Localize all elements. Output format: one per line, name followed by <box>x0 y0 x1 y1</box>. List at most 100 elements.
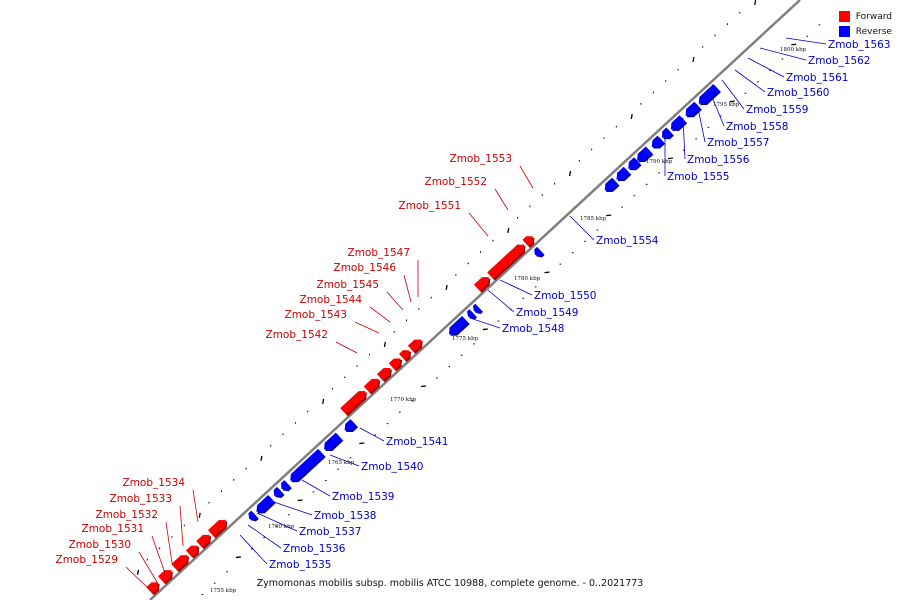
reverse-gene-label[interactable]: Zmob_1549 <box>516 307 578 319</box>
forward-gene-label[interactable]: Zmob_1553 <box>450 153 512 165</box>
reverse-gene-arrow[interactable] <box>448 316 469 335</box>
reverse-gene-arrow[interactable] <box>248 510 258 520</box>
reverse-gene-label[interactable]: Zmob_1559 <box>746 104 808 116</box>
reverse-swatch <box>838 26 850 37</box>
forward-gene-label[interactable]: Zmob_1534 <box>123 477 186 489</box>
forward-gene-arrow[interactable] <box>363 378 379 393</box>
major-tick <box>507 227 510 234</box>
forward-gene-label[interactable]: Zmob_1544 <box>300 294 363 306</box>
reverse-gene-arrow[interactable] <box>685 101 701 116</box>
forward-gene-label[interactable]: Zmob_1542 <box>266 329 328 341</box>
reverse-gene-arrow[interactable] <box>628 157 641 169</box>
reverse-gene-arrow[interactable] <box>256 495 275 512</box>
reverse-gene-arrow[interactable] <box>344 419 357 431</box>
reverse-gene-label[interactable]: Zmob_1548 <box>502 323 564 335</box>
kbp-tick-label: 1795 kbp <box>713 102 740 108</box>
major-tick <box>544 271 550 274</box>
gene-label-leader <box>256 512 298 532</box>
forward-gene-arrow[interactable] <box>487 244 525 280</box>
legend-forward-label: Forward <box>855 11 892 22</box>
forward-gene-label[interactable]: Zmob_1533 <box>110 493 172 505</box>
forward-gene-arrow[interactable] <box>340 391 366 415</box>
kbp-tick-label: 1785 kbp <box>580 216 607 222</box>
forward-gene-arrow[interactable] <box>473 277 489 292</box>
gene-label-leader <box>785 37 827 45</box>
reverse-gene-arrow[interactable] <box>467 309 476 319</box>
forward-gene-arrow[interactable] <box>522 236 533 247</box>
reverse-gene-label[interactable]: Zmob_1557 <box>707 137 769 149</box>
reverse-gene-arrow[interactable] <box>534 246 544 257</box>
forward-gene-label[interactable]: Zmob_1552 <box>425 176 487 188</box>
reverse-gene-arrow[interactable] <box>604 177 619 191</box>
reverse-gene-label[interactable]: Zmob_1535 <box>269 559 331 571</box>
reverse-gene-label[interactable]: Zmob_1538 <box>314 510 376 522</box>
reverse-gene-label[interactable]: Zmob_1550 <box>534 290 596 302</box>
forward-gene-arrow[interactable] <box>376 367 391 381</box>
forward-gene-label[interactable]: Zmob_1547 <box>348 247 410 259</box>
reverse-gene-arrow[interactable] <box>290 448 325 481</box>
reverse-gene-label[interactable]: Zmob_1554 <box>596 235 659 247</box>
gene-label-leader <box>165 521 173 564</box>
forward-gene-label[interactable]: Zmob_1531 <box>82 523 144 535</box>
forward-gene-arrow[interactable] <box>171 555 188 571</box>
gene-label-leader <box>469 317 501 329</box>
forward-gene-label[interactable]: Zmob_1529 <box>56 554 118 566</box>
reverse-gene-label[interactable]: Zmob_1563 <box>828 39 890 51</box>
forward-gene-arrow[interactable] <box>407 339 422 353</box>
major-tick <box>568 170 572 177</box>
kbp-tick-label: 1780 kbp <box>514 276 541 282</box>
gene-label-leader <box>354 321 380 334</box>
forward-gene-arrow[interactable] <box>207 519 226 537</box>
gene-label-leader <box>329 454 360 467</box>
forward-gene-label[interactable]: Zmob_1532 <box>96 509 158 521</box>
reverse-gene-label[interactable]: Zmob_1536 <box>283 543 346 555</box>
gene-labels: Zmob_1529 Zmob_1530 Zmob_1531 Zmob_1532 Zmob… <box>56 37 890 591</box>
gene-label-leader <box>709 91 725 127</box>
gene-label-leader <box>734 69 766 93</box>
forward-gene-arrow[interactable] <box>185 545 198 558</box>
forward-gene-arrow[interactable] <box>158 570 172 583</box>
forward-gene-arrow[interactable] <box>146 582 159 594</box>
forward-gene-label[interactable]: Zmob_1546 <box>334 262 397 274</box>
reverse-gene-arrow[interactable] <box>670 115 686 130</box>
reverse-gene-arrow[interactable] <box>616 166 630 180</box>
forward-gene-arrow[interactable] <box>196 534 210 548</box>
reverse-gene-label[interactable]: Zmob_1540 <box>361 461 423 473</box>
reverse-gene-label[interactable]: Zmob_1556 <box>687 154 750 166</box>
gene-features <box>146 84 721 596</box>
gene-label-leader <box>267 499 313 516</box>
reverse-gene-arrow[interactable] <box>698 84 720 104</box>
gene-label-leader <box>499 279 533 296</box>
major-tick <box>235 556 241 559</box>
kbp-tick-label: 1775 kbp <box>452 336 479 342</box>
reverse-gene-arrow[interactable] <box>281 480 291 490</box>
reverse-gene-arrow[interactable] <box>472 303 482 313</box>
forward-gene-label[interactable]: Zmob_1543 <box>285 309 347 321</box>
major-tick <box>445 284 448 291</box>
major-tick <box>260 455 263 461</box>
gene-label-leader <box>192 489 199 523</box>
reverse-gene-arrow[interactable] <box>273 486 284 497</box>
reverse-gene-label[interactable]: Zmob_1555 <box>667 171 729 183</box>
reverse-gene-arrow[interactable] <box>324 432 342 450</box>
major-tick <box>198 512 201 518</box>
reverse-gene-label[interactable]: Zmob_1562 <box>808 55 870 67</box>
reverse-gene-label[interactable]: Zmob_1541 <box>386 436 448 448</box>
reverse-gene-arrow[interactable] <box>637 146 652 161</box>
major-tick <box>729 100 735 103</box>
gene-label-leader <box>747 57 785 78</box>
reverse-gene-label[interactable]: Zmob_1561 <box>786 72 848 84</box>
reverse-gene-label[interactable]: Zmob_1537 <box>299 526 361 538</box>
forward-gene-arrow[interactable] <box>399 350 410 361</box>
forward-gene-label[interactable]: Zmob_1545 <box>317 279 379 291</box>
reverse-gene-label[interactable]: Zmob_1558 <box>726 121 788 133</box>
gene-label-leader <box>125 566 151 591</box>
forward-gene-label[interactable]: Zmob_1551 <box>399 200 461 212</box>
forward-gene-label[interactable]: Zmob_1530 <box>69 539 131 551</box>
reverse-gene-arrow[interactable] <box>651 135 664 148</box>
major-tick <box>692 56 695 63</box>
forward-gene-arrow[interactable] <box>388 358 401 370</box>
reverse-gene-label[interactable]: Zmob_1560 <box>767 87 829 99</box>
reverse-gene-label[interactable]: Zmob_1539 <box>332 491 394 503</box>
